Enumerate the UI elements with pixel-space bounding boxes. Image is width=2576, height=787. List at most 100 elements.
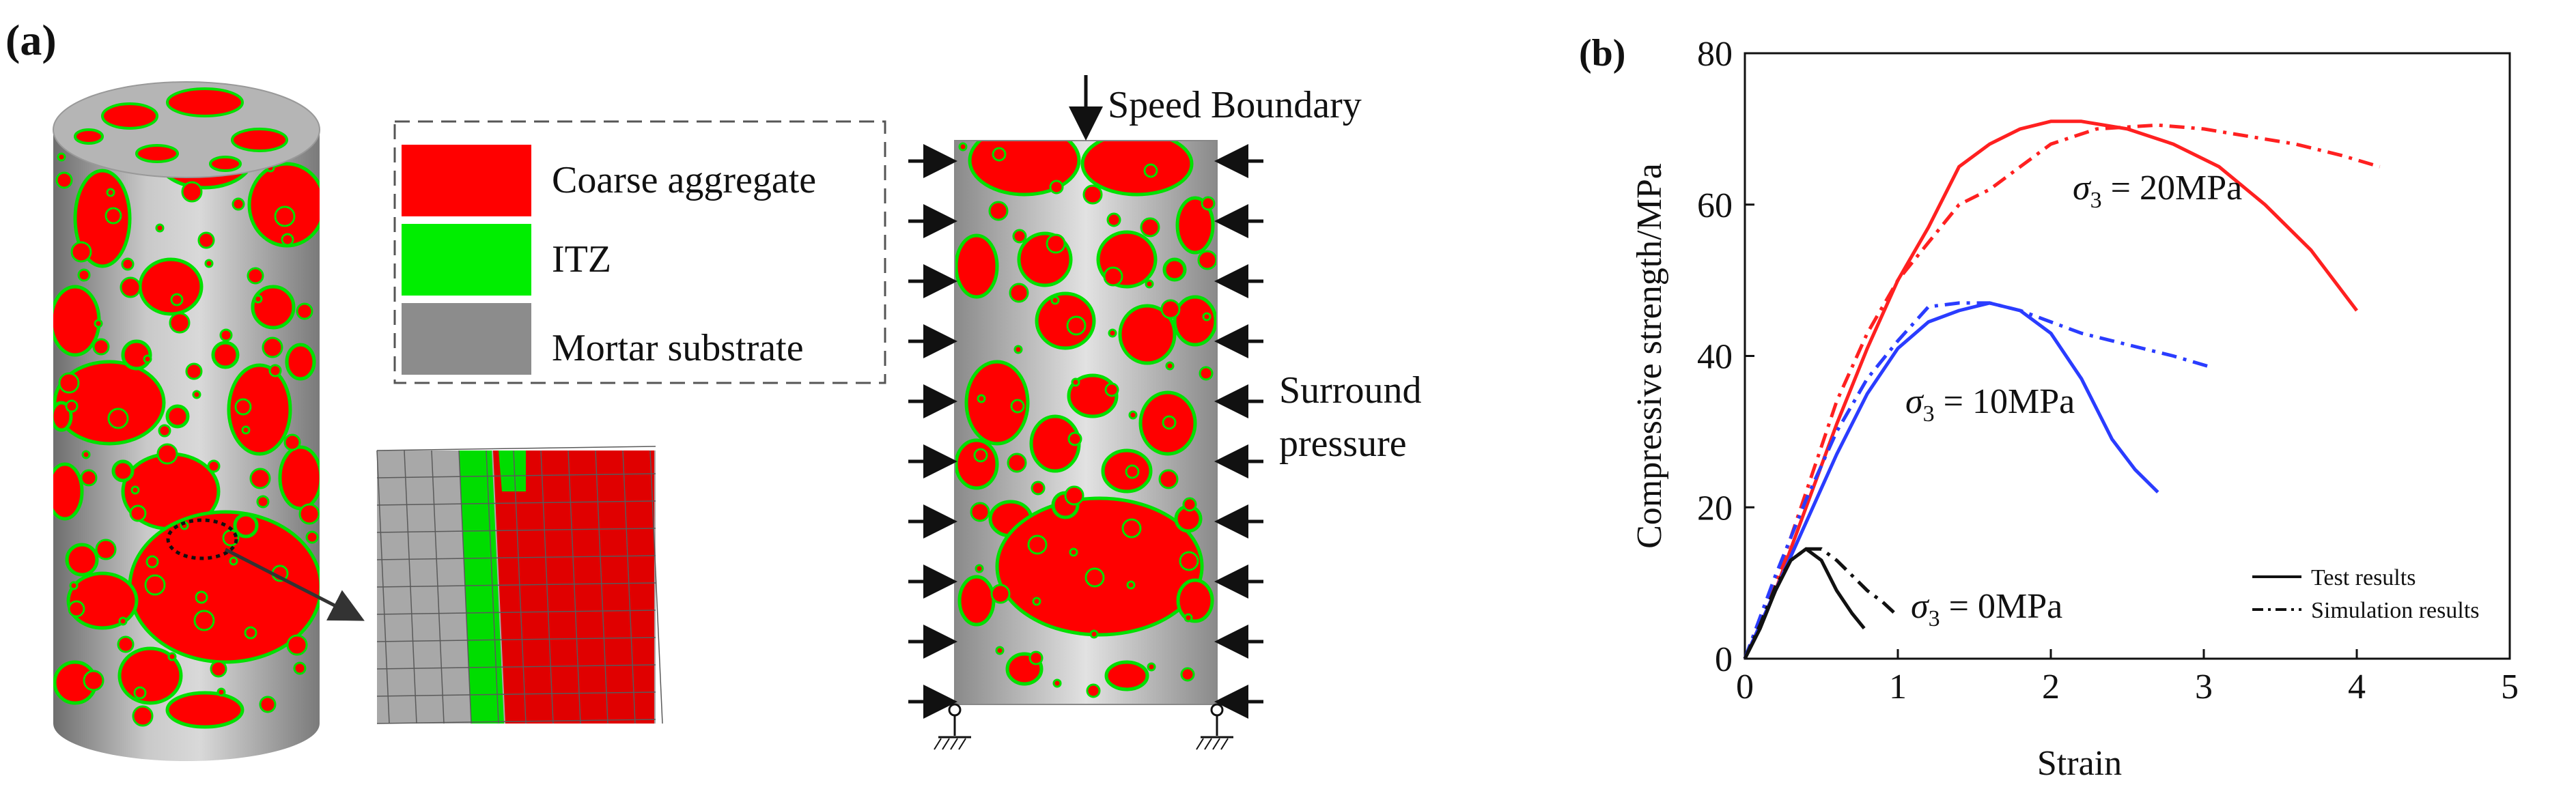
fine-aggregate-particle bbox=[992, 147, 1007, 162]
fine-aggregate-particle bbox=[958, 142, 968, 152]
stress-annotation: σ3 = 0MPa bbox=[1911, 587, 2062, 631]
fine-aggregate-particle bbox=[1184, 613, 1193, 623]
fine-aggregate-particle bbox=[995, 646, 1005, 655]
fine-aggregate-particle bbox=[1084, 567, 1105, 588]
specimen-2d: Speed Boundary Surround pressure bbox=[908, 75, 1421, 750]
fine-aggregate-particle bbox=[1202, 312, 1212, 321]
coarse-aggregate-particle bbox=[138, 257, 204, 316]
fine-aggregate-particle bbox=[129, 504, 147, 522]
fine-aggregate-particle bbox=[1064, 485, 1084, 506]
fine-aggregate-particle bbox=[286, 634, 308, 656]
fine-aggregate-particle bbox=[104, 207, 122, 225]
concrete-cylinder-3d bbox=[53, 81, 365, 761]
panel-a: (a) Coarse aggregate ITZ Mortar substrat… bbox=[5, 16, 1421, 761]
material-legend: Coarse aggregate ITZ Mortar substrate bbox=[393, 120, 886, 384]
top-face-aggregate bbox=[166, 87, 244, 117]
fine-aggregate-particle bbox=[1086, 683, 1101, 698]
fine-aggregate-particle bbox=[155, 223, 165, 233]
fine-aggregate-particle bbox=[973, 448, 988, 463]
fine-aggregate-particle bbox=[1121, 518, 1142, 539]
fine-aggregate-particle bbox=[256, 495, 270, 509]
series-line-test bbox=[1743, 119, 2358, 660]
legend-swatch-mortar-substrate bbox=[402, 303, 531, 375]
fine-aggregate-particle bbox=[181, 181, 203, 203]
fine-aggregate-particle bbox=[241, 425, 251, 435]
itz-zoom-marker bbox=[166, 518, 238, 560]
fine-aggregate-particle bbox=[143, 354, 152, 364]
fine-aggregate-particle bbox=[70, 241, 92, 263]
top-face-aggregate bbox=[209, 156, 242, 172]
legend-label-coarse-aggregate: Coarse aggregate bbox=[552, 159, 816, 201]
x-tick-label: 3 bbox=[2195, 668, 2213, 706]
fine-aggregate-particle bbox=[192, 390, 201, 399]
fine-aggregate-particle bbox=[247, 267, 264, 285]
coarse-aggregate-particle bbox=[111, 459, 135, 483]
fine-aggregate-particle bbox=[1066, 315, 1087, 336]
top-face-aggregate bbox=[74, 128, 104, 145]
fine-aggregate-particle bbox=[298, 503, 320, 525]
coarse-aggregate-particle bbox=[53, 360, 166, 446]
itz-mesh-zoom bbox=[376, 446, 663, 724]
fine-aggregate-particle bbox=[1197, 250, 1217, 270]
fine-aggregate-particle bbox=[55, 171, 73, 189]
coarse-aggregate-particle bbox=[1173, 295, 1217, 347]
coarse-aggregate-particle bbox=[165, 691, 244, 729]
fine-aggregate-particle bbox=[1089, 629, 1099, 639]
fine-aggregate-particle bbox=[204, 259, 214, 268]
legend-label-itz: ITZ bbox=[552, 238, 611, 281]
stress-annotation: σ3 = 20MPa bbox=[2073, 169, 2242, 213]
fine-aggregate-particle bbox=[1104, 382, 1119, 397]
fine-aggregate-particle bbox=[1106, 212, 1121, 227]
pin-support bbox=[934, 703, 971, 750]
fine-aggregate-particle bbox=[94, 319, 103, 328]
fine-aggregate-particle bbox=[1082, 184, 1103, 205]
fine-aggregate-particle bbox=[120, 276, 141, 298]
y-axis-label: Compressive strength/MPa bbox=[1630, 163, 1669, 549]
fine-aggregate-particle bbox=[1199, 366, 1214, 381]
fine-aggregate-particle bbox=[65, 399, 79, 413]
fine-aggregate-particle bbox=[249, 468, 271, 489]
coarse-aggregate-particle bbox=[1176, 578, 1214, 623]
fine-aggregate-particle bbox=[57, 152, 66, 162]
fine-aggregate-particle bbox=[268, 364, 282, 377]
series-line-test bbox=[1743, 547, 1866, 660]
speed-boundary-label: Speed Boundary bbox=[1108, 84, 1362, 126]
fine-aggregate-particle bbox=[156, 443, 178, 465]
fine-aggregate-particle bbox=[69, 581, 79, 590]
x-tick-label: 5 bbox=[2501, 668, 2519, 706]
fine-aggregate-particle bbox=[145, 555, 159, 569]
coarse-aggregate-particle bbox=[285, 343, 316, 381]
fine-aggregate-particle bbox=[274, 205, 296, 227]
fine-aggregate-particle bbox=[232, 197, 245, 211]
fine-aggregate-particle bbox=[293, 661, 307, 675]
fine-aggregate-particle bbox=[210, 660, 227, 678]
fine-aggregate-particle bbox=[990, 584, 1011, 604]
coarse-aggregate-particle bbox=[1175, 196, 1215, 255]
x-tick-label: 4 bbox=[2348, 668, 2366, 706]
pin-support bbox=[1196, 703, 1233, 750]
coarse-aggregate-particle bbox=[1035, 291, 1096, 350]
panel-a-label: (a) bbox=[5, 16, 57, 64]
fine-aggregate-particle bbox=[977, 394, 986, 403]
fine-aggregate-particle bbox=[1179, 551, 1199, 571]
fine-aggregate-particle bbox=[58, 372, 80, 394]
series-line-simulation bbox=[1743, 123, 2381, 659]
coarse-aggregate-particle bbox=[66, 571, 139, 630]
coarse-aggregate-particle bbox=[165, 404, 190, 429]
fine-aggregate-particle bbox=[130, 485, 140, 495]
fine-aggregate-particle bbox=[229, 556, 238, 566]
fine-aggregate-particle bbox=[281, 233, 294, 246]
fine-aggregate-particle bbox=[106, 188, 115, 197]
fine-aggregate-particle bbox=[68, 600, 85, 618]
fine-aggregate-particle bbox=[1050, 296, 1060, 305]
fine-aggregate-particle bbox=[170, 293, 184, 306]
fine-aggregate-particle bbox=[1147, 662, 1156, 672]
coarse-aggregate-particle bbox=[955, 233, 999, 299]
y-tick-label: 60 bbox=[1697, 186, 1733, 225]
fine-aggregate-particle bbox=[195, 590, 208, 604]
coarse-aggregate-particle bbox=[73, 169, 132, 268]
fine-aggregate-particle bbox=[283, 433, 301, 451]
fine-aggregate-particle bbox=[133, 686, 147, 700]
fine-aggregate-particle bbox=[244, 626, 257, 640]
coarse-aggregate-particle bbox=[964, 360, 1030, 446]
